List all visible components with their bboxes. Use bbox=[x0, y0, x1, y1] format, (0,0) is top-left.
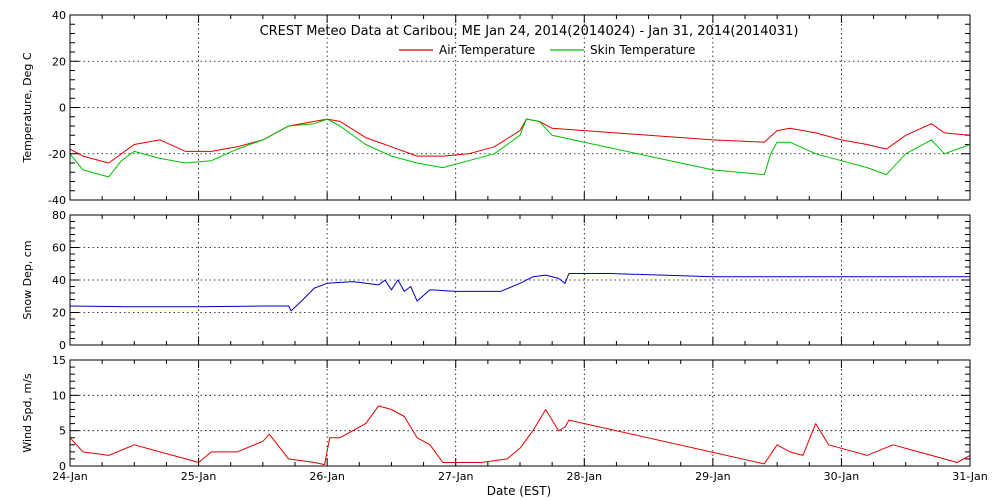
snow-depth-ytick-label: 80 bbox=[52, 209, 66, 222]
x-tick-label: 27-Jan bbox=[438, 470, 474, 483]
snow-depth-y-axis-label: Snow Dep, cm bbox=[21, 240, 34, 319]
x-tick-label: 26-Jan bbox=[309, 470, 345, 483]
x-tick-label: 30-Jan bbox=[824, 470, 860, 483]
legend-label-skin-temperature: Skin Temperature bbox=[590, 43, 695, 57]
wind-speed-y-axis-label: Wind Spd, m/s bbox=[21, 373, 34, 453]
snow-depth-ytick-label: 20 bbox=[52, 307, 66, 320]
temperature-y-axis-label: Temperature, Deg C bbox=[21, 52, 34, 163]
snow-depth-ytick-label: 60 bbox=[52, 242, 66, 255]
temperature-ytick-label: 0 bbox=[59, 102, 66, 115]
temperature-ytick-label: 40 bbox=[52, 9, 66, 22]
temperature-ytick-label: -40 bbox=[48, 194, 66, 207]
temperature-series-air-temperature bbox=[69, 118, 971, 164]
snow-depth-axis-frame bbox=[69, 214, 971, 346]
wind-speed-ytick-label: 0 bbox=[59, 460, 66, 473]
snow-depth-ytick-label: 40 bbox=[52, 274, 66, 287]
snow-depth-series-0 bbox=[69, 273, 970, 312]
wind-speed-axis-frame bbox=[69, 359, 971, 467]
x-tick-label: 29-Jan bbox=[695, 470, 731, 483]
wind-speed-series-0 bbox=[69, 405, 971, 466]
x-tick-label: 28-Jan bbox=[567, 470, 603, 483]
x-tick-label: 24-Jan bbox=[52, 470, 88, 483]
legend: Air Temperature Skin Temperature bbox=[399, 43, 695, 57]
x-axis-label: Date (EST) bbox=[487, 484, 551, 498]
temperature-panel: -40 -20 0 20 40 Temperature, Deg C bbox=[21, 9, 971, 207]
wind-speed-ytick-label: 15 bbox=[52, 354, 66, 367]
wind-speed-panel: 0 5 10 15 Wind Spd, m/s bbox=[21, 354, 971, 473]
x-tick-label: 31-Jan bbox=[952, 470, 988, 483]
temperature-ytick-label: 20 bbox=[52, 55, 66, 68]
snow-depth-ytick-label: 0 bbox=[59, 339, 66, 352]
temperature-series-skin-temperature bbox=[69, 118, 971, 178]
legend-label-air-temperature: Air Temperature bbox=[439, 43, 535, 57]
snow-depth-panel: 0 20 40 60 80 Snow Dep, cm bbox=[21, 209, 971, 352]
wind-speed-ytick-label: 5 bbox=[59, 425, 66, 438]
temperature-axis-frame bbox=[69, 14, 971, 201]
wind-speed-ytick-label: 10 bbox=[52, 389, 66, 402]
chart-title: CREST Meteo Data at Caribou, ME Jan 24, … bbox=[260, 24, 799, 39]
x-tick-label: 25-Jan bbox=[181, 470, 217, 483]
temperature-ytick-label: -20 bbox=[48, 148, 66, 161]
